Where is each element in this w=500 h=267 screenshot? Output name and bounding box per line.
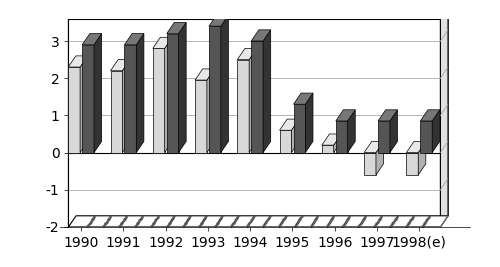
Polygon shape <box>336 110 355 121</box>
Polygon shape <box>292 119 299 152</box>
Polygon shape <box>164 37 172 152</box>
Bar <box>110 71 122 152</box>
Polygon shape <box>124 34 144 45</box>
Bar <box>68 67 80 152</box>
Polygon shape <box>209 15 229 26</box>
Polygon shape <box>110 60 130 71</box>
Polygon shape <box>249 48 257 152</box>
Polygon shape <box>294 93 313 104</box>
Bar <box>322 145 334 152</box>
Polygon shape <box>390 110 398 152</box>
Polygon shape <box>68 7 448 19</box>
Polygon shape <box>252 30 270 41</box>
Polygon shape <box>378 110 398 121</box>
Bar <box>209 26 221 152</box>
Polygon shape <box>322 134 342 145</box>
Polygon shape <box>406 142 426 152</box>
Polygon shape <box>153 37 172 48</box>
Polygon shape <box>195 69 214 80</box>
Polygon shape <box>280 119 299 130</box>
Polygon shape <box>136 34 144 152</box>
Bar <box>420 121 432 152</box>
Bar <box>238 60 249 152</box>
Polygon shape <box>432 110 440 152</box>
Bar <box>166 34 178 152</box>
Bar <box>195 80 207 152</box>
Polygon shape <box>420 110 440 121</box>
Bar <box>406 152 418 175</box>
Polygon shape <box>376 142 384 175</box>
Polygon shape <box>68 56 87 67</box>
Polygon shape <box>418 142 426 175</box>
Bar <box>294 104 306 152</box>
Polygon shape <box>94 34 102 152</box>
Polygon shape <box>440 7 448 227</box>
Bar <box>280 130 291 152</box>
Polygon shape <box>207 69 214 152</box>
Polygon shape <box>122 60 130 152</box>
Polygon shape <box>68 216 448 227</box>
Bar <box>153 48 164 152</box>
Bar <box>252 41 263 152</box>
Polygon shape <box>82 34 102 45</box>
Polygon shape <box>334 134 342 152</box>
Bar <box>364 152 376 175</box>
Polygon shape <box>348 110 355 152</box>
Bar <box>124 45 136 152</box>
Polygon shape <box>80 56 88 152</box>
Polygon shape <box>238 48 257 60</box>
Polygon shape <box>178 22 186 152</box>
Bar <box>378 121 390 152</box>
Polygon shape <box>68 7 448 227</box>
Polygon shape <box>364 142 384 152</box>
Polygon shape <box>221 15 228 152</box>
Polygon shape <box>263 30 270 152</box>
Polygon shape <box>166 22 186 34</box>
Bar <box>82 45 94 152</box>
Bar <box>336 121 347 152</box>
Polygon shape <box>306 93 313 152</box>
